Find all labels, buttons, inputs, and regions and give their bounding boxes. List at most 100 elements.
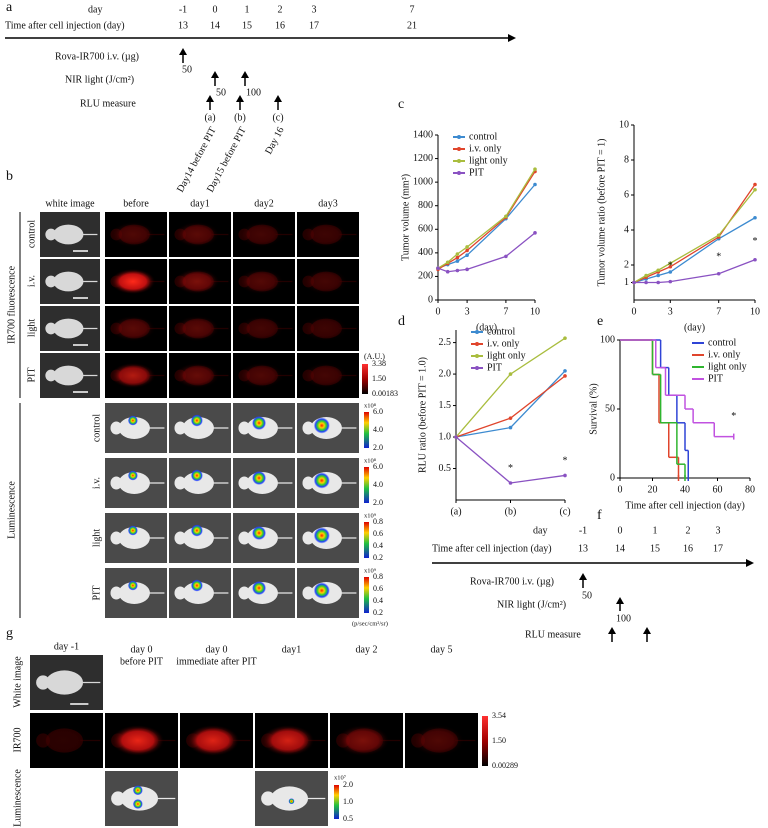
label: 16 — [275, 20, 285, 31]
arrow-head — [608, 627, 616, 634]
data-point — [533, 231, 537, 235]
label: 21 — [407, 20, 417, 31]
fluorescence-signal — [238, 315, 284, 342]
label: NIR light (J/cm²) — [65, 74, 134, 85]
fluorescence-signal — [302, 315, 348, 342]
data-point — [508, 416, 513, 420]
label: -1 — [579, 525, 587, 536]
colorbar-tick-label: 1.50 — [372, 374, 386, 383]
row-label: light — [26, 319, 37, 338]
colorbar-tick-label: 0.2 — [373, 553, 383, 562]
label: 50 — [182, 64, 192, 75]
series-line — [437, 184, 536, 269]
luminescence-signal — [127, 580, 138, 591]
mouse-body — [270, 786, 309, 811]
label: day1 — [190, 198, 209, 209]
luminescence-signal — [313, 582, 330, 599]
colorbar-tick-label: 6.0 — [373, 462, 383, 471]
colorbar-tick-label: 3.38 — [372, 359, 386, 368]
fluorescence-signal — [174, 221, 220, 248]
data-point — [445, 260, 450, 265]
data-point — [465, 253, 469, 258]
fluorescence-signal — [110, 362, 156, 389]
data-point — [455, 259, 460, 263]
panel-letter: b — [6, 169, 13, 184]
data-point — [508, 425, 513, 430]
colorbar-tick-label: 4.0 — [373, 480, 383, 489]
label: 3 — [716, 525, 721, 536]
series-line — [455, 436, 566, 484]
colorbar — [364, 577, 369, 613]
fluorescence-signal — [36, 725, 90, 756]
colorbar — [482, 716, 488, 766]
series-line — [437, 168, 536, 269]
legend-label: PIT — [487, 362, 502, 373]
data-point — [753, 257, 757, 262]
label: x10⁸ — [364, 457, 377, 464]
colorbar-tick-label: 1.50 — [492, 736, 506, 745]
arrow-head — [746, 559, 754, 567]
label: x10⁹ — [364, 567, 377, 574]
mouse-body — [53, 318, 84, 339]
y-tick-label: 2 — [624, 259, 629, 270]
colorbar-tick-label: 2.0 — [343, 780, 353, 789]
data-point — [465, 245, 469, 249]
label: day — [88, 4, 102, 15]
colorbar — [362, 364, 368, 394]
colorbar-tick-label: 0.5 — [343, 814, 353, 823]
mouse-head — [110, 476, 123, 490]
y-tick-label: 100 — [600, 334, 615, 345]
data-point — [656, 280, 660, 285]
label: 2 — [686, 525, 691, 536]
y-axis-label: Tumor volume ratio (before PIT = 1) — [596, 139, 607, 287]
mouse-body — [118, 582, 150, 604]
y-tick-label: 0 — [428, 294, 433, 305]
group-label: IR700 fluorescence — [6, 265, 17, 344]
y-tick-label: 8 — [624, 154, 629, 165]
data-point — [716, 233, 721, 238]
colorbar-tick-label: 2.0 — [373, 443, 383, 452]
label: 100 — [246, 87, 261, 98]
x-tick-label: 7 — [716, 306, 721, 317]
y-tick-label: 4 — [624, 224, 629, 235]
colorbar-tick-label: 6.0 — [373, 407, 383, 416]
legend-label: control — [469, 131, 498, 142]
fluorescence-signal — [174, 362, 220, 389]
fluorescence-signal — [238, 268, 284, 295]
legend-marker — [475, 354, 479, 358]
row-label: i.v. — [91, 477, 102, 489]
data-point — [508, 372, 513, 376]
fluorescence-signal — [261, 725, 315, 756]
data-point — [716, 271, 721, 276]
fluorescence-signal — [174, 315, 220, 342]
luminescence-signal — [252, 581, 267, 595]
mouse-head — [110, 586, 123, 600]
data-point — [563, 374, 567, 378]
data-point — [504, 214, 508, 219]
group-label: Luminescence — [6, 481, 17, 539]
column-header: immediate after PIT — [176, 656, 257, 667]
label: (p/sec/cm²/sr) — [352, 620, 388, 627]
legend-label: i.v. only — [708, 349, 740, 360]
luminescence-signal — [313, 417, 330, 434]
data-point — [533, 182, 537, 187]
mouse-head — [261, 791, 275, 806]
column-header: day 0 — [206, 644, 228, 655]
label: Rova-IR700 i.v. (µg) — [470, 576, 554, 587]
legend-marker — [457, 159, 461, 163]
mouse-body — [53, 365, 84, 386]
label: RLU measure — [525, 629, 581, 640]
x-tick-label: (a) — [450, 506, 461, 517]
panel-letter: f — [597, 508, 602, 523]
luminescence-signal — [252, 416, 267, 430]
y-tick-label: 400 — [418, 247, 433, 258]
label: RLU measure — [80, 98, 136, 109]
data-point — [563, 336, 567, 340]
label: before — [123, 198, 149, 209]
row-label: i.v. — [26, 275, 37, 287]
mouse-head — [111, 791, 125, 806]
fluorescence-signal — [110, 268, 156, 295]
y-tick-label: 10 — [619, 119, 629, 130]
y-tick-label: 0 — [610, 472, 615, 483]
data-point — [668, 261, 673, 266]
